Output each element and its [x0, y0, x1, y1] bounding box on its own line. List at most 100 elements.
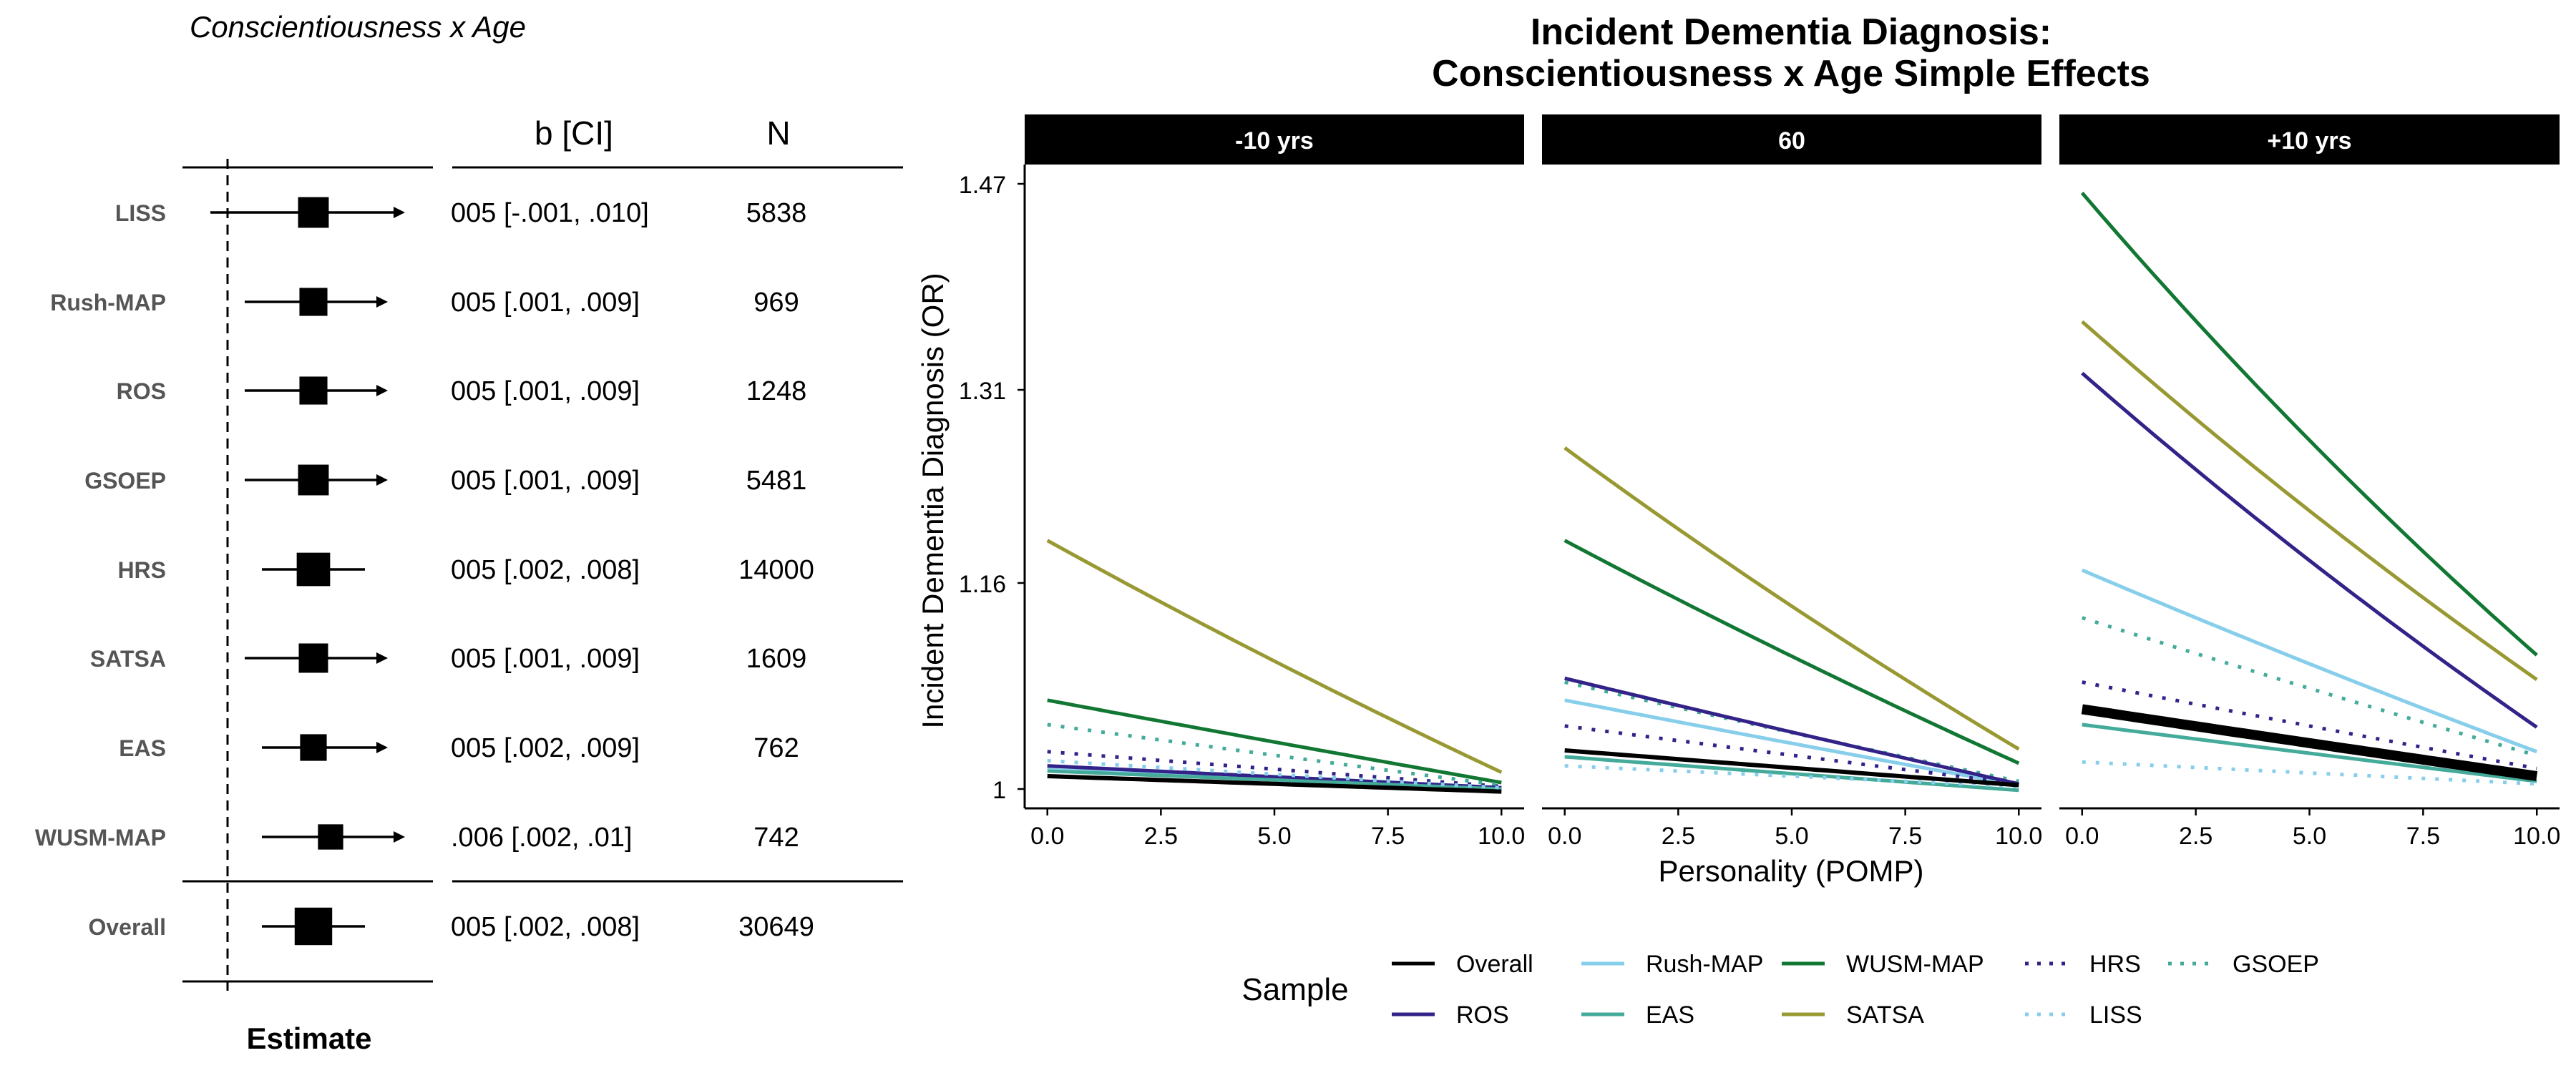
chart-xlabel: Personality (POMP)	[1658, 854, 1923, 888]
forest-row-label: WUSM-MAP	[35, 825, 166, 851]
legend-title: Sample	[1241, 972, 1348, 1007]
facet-strip-label: 60	[1778, 127, 1805, 155]
forest-ci-arrow	[394, 207, 405, 218]
forest-ci-arrow	[376, 474, 388, 486]
forest-row-ci: 005 [.001, .009]	[451, 644, 640, 674]
facet-panel: -10 yrs 0.0 2.5 5.0 7.5 10.0	[1025, 114, 1525, 850]
legend-item: WUSM-MAP	[1782, 951, 1984, 978]
series-line-hrs	[1564, 724, 2019, 786]
forest-point	[318, 824, 343, 850]
x-tick-label: 2.5	[1144, 823, 1178, 850]
series-line-wusm-map	[1047, 698, 1502, 785]
legend-label: ROS	[1456, 1001, 1509, 1029]
facet-strip-label: -10 yrs	[1235, 127, 1314, 155]
forest-row-ci: 005 [.001, .009]	[451, 376, 640, 406]
chart-title-line2: Conscientiousness x Age Simple Effects	[1432, 53, 2150, 94]
forest-ci-arrow	[376, 742, 388, 753]
chart-title-line1: Incident Dementia Diagnosis:	[1531, 11, 2051, 53]
forest-title: Conscientiousness x Age	[190, 10, 526, 44]
forest-point	[300, 734, 327, 761]
forest-row-ci: 005 [.001, .009]	[451, 288, 640, 318]
forest-row-n: 14000	[738, 555, 814, 585]
legend-item: LISS	[2025, 1001, 2142, 1029]
legend-item: ROS	[1392, 1001, 1509, 1029]
x-tick-label: 2.5	[1662, 823, 1695, 850]
forest-row-ci: 005 [-.001, .010]	[451, 198, 649, 228]
x-tick-label: 2.5	[2179, 823, 2212, 850]
legend-item: EAS	[1581, 1001, 1694, 1029]
x-tick-label: 0.0	[1548, 823, 1581, 850]
forest-row-label: ROS	[117, 378, 166, 404]
series-line-eas	[1047, 769, 1502, 791]
series-line-wusm-map	[2080, 191, 2538, 657]
series-line-hrs	[2082, 680, 2537, 770]
legend-item: Rush-MAP	[1581, 951, 1763, 978]
y-tick-label: 1.31	[959, 378, 1006, 405]
forest-ci-arrow	[394, 831, 405, 843]
series-line-rush-map	[2081, 568, 2538, 754]
x-tick-label: 10.0	[1478, 823, 1525, 850]
forest-row-n: 1609	[746, 644, 807, 674]
forest-row-n: 1248	[746, 376, 807, 406]
legend-label: Rush-MAP	[1646, 951, 1763, 978]
series-line-overall	[2081, 704, 2538, 781]
series-line-wusm-map	[1563, 539, 2020, 765]
forest-col-n: N	[766, 114, 790, 152]
legend-item: GSOEP	[2168, 951, 2319, 978]
series-line-satsa	[1563, 446, 2020, 751]
y-tick-label: 1	[992, 777, 1006, 804]
facet-strip	[2059, 114, 2560, 165]
simple-effects-chart: Incident Dementia Diagnosis: Conscientio…	[916, 11, 2560, 1029]
facet-panel: +10 yrs 0.0 2.5 5.0 7.5 10.0	[2059, 114, 2560, 850]
forest-row-ci: 005 [.001, .009]	[451, 466, 640, 496]
forest-row-label: Rush-MAP	[50, 290, 166, 315]
forest-col-ci: b [CI]	[535, 114, 613, 152]
legend-label: HRS	[2089, 951, 2141, 978]
series-line-overall	[1564, 748, 2019, 788]
forest-row-ci: 005 [.002, .009]	[451, 733, 640, 763]
forest-point	[299, 376, 328, 405]
forest-row-label: EAS	[119, 735, 166, 761]
legend-label: WUSM-MAP	[1846, 951, 1984, 978]
x-tick-label: 0.0	[2065, 823, 2099, 850]
forest-row-label: HRS	[117, 557, 166, 583]
forest-point	[294, 907, 333, 946]
series-line-eas	[1564, 755, 2019, 793]
forest-ci-arrow	[376, 385, 388, 396]
forest-row-ci: 005 [.002, .008]	[451, 555, 640, 585]
series-line-eas	[2082, 722, 2537, 783]
legend-label: GSOEP	[2233, 951, 2319, 978]
y-tick-label: 1.47	[959, 172, 1006, 199]
forest-ci-arrow	[376, 652, 388, 664]
forest-row-ci: .006 [.002, .01]	[451, 823, 633, 853]
y-tick-label: 1.16	[959, 571, 1006, 598]
forest-row-n: 969	[753, 288, 799, 318]
legend-label: SATSA	[1846, 1001, 1924, 1029]
legend-item: Overall	[1392, 951, 1533, 978]
forest-point	[298, 464, 329, 496]
x-tick-label: 5.0	[1257, 823, 1291, 850]
series-line-gsoep	[1047, 722, 1502, 788]
forest-row-label: SATSA	[90, 646, 166, 672]
facet-strip	[1542, 114, 2041, 165]
x-tick-label: 5.0	[1775, 823, 1808, 850]
facet-strip	[1025, 114, 1524, 165]
series-line-rush-map	[1564, 698, 2019, 788]
series-line-ros	[2081, 371, 2538, 729]
x-tick-label: 0.0	[1030, 823, 1064, 850]
forest-plot: Conscientiousness x Age b [CI] N Estimat…	[35, 10, 903, 1055]
forest-row-n: 762	[753, 733, 799, 763]
facet-panel: 60 0.0 2.5 5.0 7.5 10.0	[1542, 114, 2042, 850]
forest-point	[296, 552, 331, 587]
series-line-gsoep	[2082, 616, 2537, 758]
forest-ci-arrow	[376, 296, 388, 308]
x-tick-label: 10.0	[1995, 823, 2042, 850]
forest-row-label: LISS	[115, 200, 166, 226]
chart-ylabel: Incident Dementia Diagnosis (OR)	[916, 273, 950, 728]
forest-row-label: Overall	[88, 914, 166, 940]
forest-row-n: 5838	[746, 198, 807, 228]
forest-row-ci: 005 [.002, .008]	[451, 912, 640, 942]
legend-label: EAS	[1646, 1001, 1694, 1029]
x-tick-label: 5.0	[2293, 823, 2326, 850]
